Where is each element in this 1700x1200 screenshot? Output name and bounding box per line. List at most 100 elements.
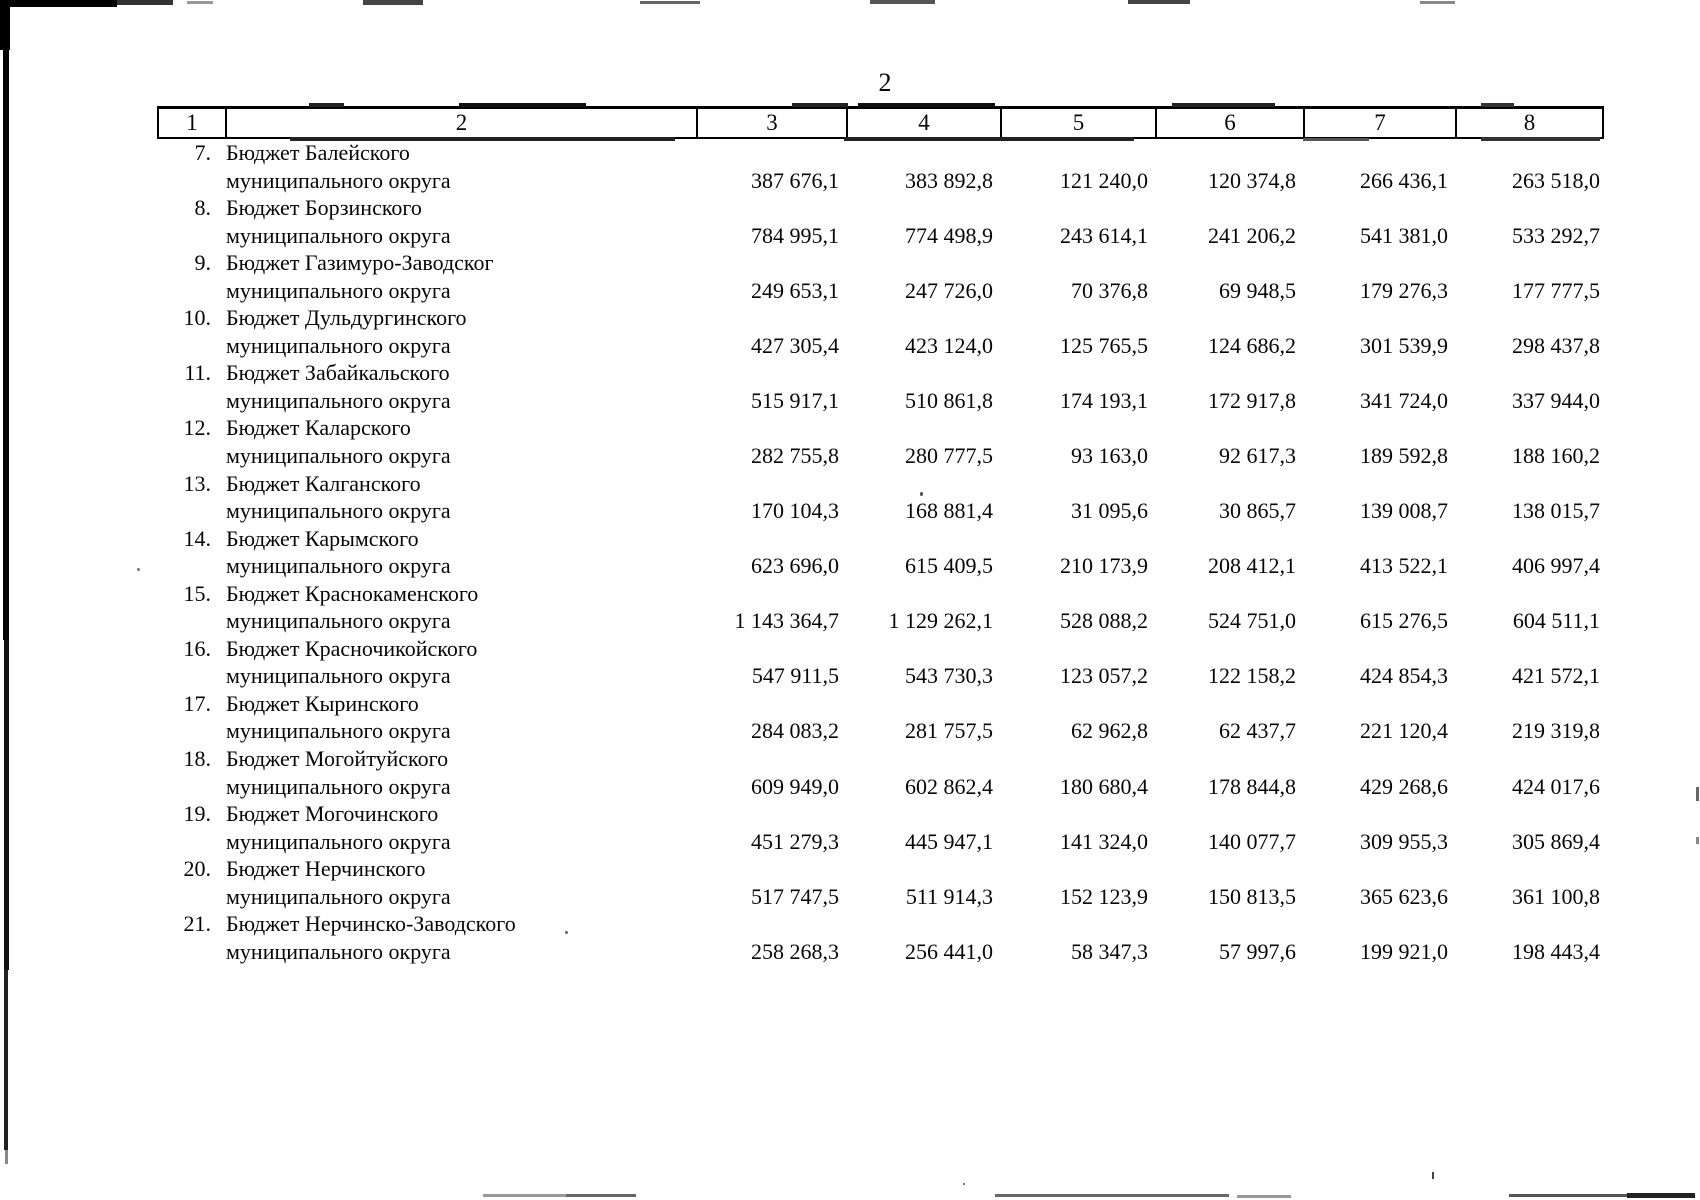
row-values-line: муниципального округа 387 676,1 383 892,8 1…: [0, 167, 1700, 195]
row-title-line: 18. Бюджет Могойтуйского: [0, 745, 1700, 773]
row-value-col7: 413 522,1: [1360, 553, 1448, 579]
spacer: [215, 332, 226, 360]
row-number-blank: [0, 717, 215, 745]
row-value-col4: 168 881,4: [905, 498, 993, 524]
row-value-col8: 219 319,8: [1512, 718, 1600, 744]
row-title-line: 13. Бюджет Калганского: [0, 470, 1700, 498]
row-name: Бюджет Забайкальского: [226, 360, 450, 386]
spacer: [215, 304, 226, 332]
row-value-col5: 243 614,1: [1060, 222, 1148, 248]
row-values-line: муниципального округа 427 305,4 423 124,0 1…: [0, 332, 1700, 360]
row-value-col8: 533 292,7: [1512, 222, 1600, 248]
row-value-col8: 198 443,4: [1512, 938, 1600, 964]
row-values-line: муниципального округа 284 083,2 281 757,5 6…: [0, 717, 1700, 745]
row-value-col7: 179 276,3: [1360, 277, 1448, 303]
row-name-line2: муниципального округа: [226, 883, 451, 909]
row-value-col6: 122 158,2: [1208, 663, 1296, 689]
table-row: 17. Бюджет Кыринского муниципального округ…: [0, 690, 1700, 745]
row-values-line: муниципального округа 623 696,0 615 409,5 2…: [0, 552, 1700, 580]
row-value-col3: 258 268,3: [751, 938, 839, 964]
spacer: [215, 635, 226, 663]
spacer: [215, 525, 226, 553]
row-number: 20.: [183, 856, 212, 882]
spacer: [215, 607, 226, 635]
table-row: 11. Бюджет Забайкальского муниципального о…: [0, 359, 1700, 414]
row-value-col6: 120 374,8: [1208, 167, 1296, 193]
row-value-col6: 57 997,6: [1219, 938, 1296, 964]
spacer: [215, 249, 226, 277]
row-value-col3: 427 305,4: [751, 332, 839, 358]
row-number-blank: [0, 662, 215, 690]
scan-artifact: [187, 1, 213, 4]
row-number: 10.: [183, 305, 212, 331]
spacer: [215, 910, 226, 938]
row-number-blank: [0, 828, 215, 856]
row-title-line: 9. Бюджет Газимуро-Заводског: [0, 249, 1700, 277]
row-number: 15.: [183, 580, 212, 606]
row-value-col8: 298 437,8: [1512, 332, 1600, 358]
table-row: 18. Бюджет Могойтуйского муниципального ок…: [0, 745, 1700, 800]
column-header-3: 3: [696, 109, 846, 137]
row-value-col4: 543 730,3: [905, 663, 993, 689]
row-name: Бюджет Каларского: [226, 415, 411, 441]
row-number-blank: [0, 497, 215, 525]
row-values-line: муниципального округа 451 279,3 445 947,1 1…: [0, 828, 1700, 856]
row-number-blank: [0, 552, 215, 580]
row-value-col3: 282 755,8: [751, 443, 839, 469]
row-number: 7.: [194, 140, 212, 165]
row-value-col4: 280 777,5: [905, 443, 993, 469]
spacer: [215, 855, 226, 883]
row-name-line2: муниципального округа: [226, 938, 451, 964]
scan-artifact: [363, 0, 423, 5]
column-header-1: 1: [186, 110, 198, 135]
row-value-col8: 177 777,5: [1512, 277, 1600, 303]
row-values-line: муниципального округа 170 104,3 168 881,4 3…: [0, 497, 1700, 525]
row-value-col5: 528 088,2: [1060, 608, 1148, 634]
spacer: [215, 387, 226, 415]
row-number: 18.: [183, 746, 212, 772]
scan-artifact: [1128, 0, 1190, 4]
row-value-col3: 609 949,0: [751, 773, 839, 799]
row-number-blank: [0, 442, 215, 470]
spacer: [215, 497, 226, 525]
row-name: Бюджет Борзинского: [226, 195, 422, 221]
spacer: [215, 552, 226, 580]
spacer: [215, 883, 226, 911]
row-name: Бюджет Нерчинско-Заводского: [226, 911, 516, 937]
row-number-blank: [0, 773, 215, 801]
row-name-line2: муниципального округа: [226, 608, 451, 634]
row-title-line: 21. Бюджет Нерчинско-Заводского: [0, 910, 1700, 938]
row-name: Бюджет Могойтуйского: [226, 746, 449, 772]
scan-artifact: [1237, 1195, 1291, 1198]
row-title-line: 10. Бюджет Дульдургинского: [0, 304, 1700, 332]
row-title-line: 16. Бюджет Красночикойского: [0, 635, 1700, 663]
row-value-col3: 387 676,1: [751, 167, 839, 193]
row-value-col6: 140 077,7: [1208, 828, 1296, 854]
row-name-line2: муниципального округа: [226, 443, 451, 469]
spacer: [215, 773, 226, 801]
spacer: [215, 717, 226, 745]
spacer: [215, 828, 226, 856]
table-body: 7. Бюджет Балейского муниципального округа…: [0, 139, 1700, 965]
row-name-line2: муниципального округа: [226, 828, 451, 854]
row-name: Бюджет Могочинского: [226, 801, 439, 827]
row-value-col7: 189 592,8: [1360, 443, 1448, 469]
row-name: Бюджет Краснокаменского: [226, 580, 479, 606]
row-value-col7: 429 268,6: [1360, 773, 1448, 799]
scan-artifact: [995, 1194, 1229, 1197]
row-value-col5: 210 173,9: [1060, 553, 1148, 579]
row-value-col7: 309 955,3: [1360, 828, 1448, 854]
row-number: 16.: [183, 635, 212, 661]
page-number: 2: [878, 68, 892, 97]
spacer: [215, 938, 226, 966]
row-name-line2: муниципального округа: [226, 277, 451, 303]
spacer: [215, 359, 226, 387]
row-value-col7: 139 008,7: [1360, 498, 1448, 524]
column-header-4: 4: [846, 109, 1000, 137]
row-name-line2: муниципального округа: [226, 167, 451, 193]
row-value-col7: 424 854,3: [1360, 663, 1448, 689]
row-value-col3: 515 917,1: [751, 387, 839, 413]
scan-artifact: [1420, 1, 1455, 4]
table-row: 9. Бюджет Газимуро-Заводског муниципальног…: [0, 249, 1700, 304]
row-value-col7: 301 539,9: [1360, 332, 1448, 358]
